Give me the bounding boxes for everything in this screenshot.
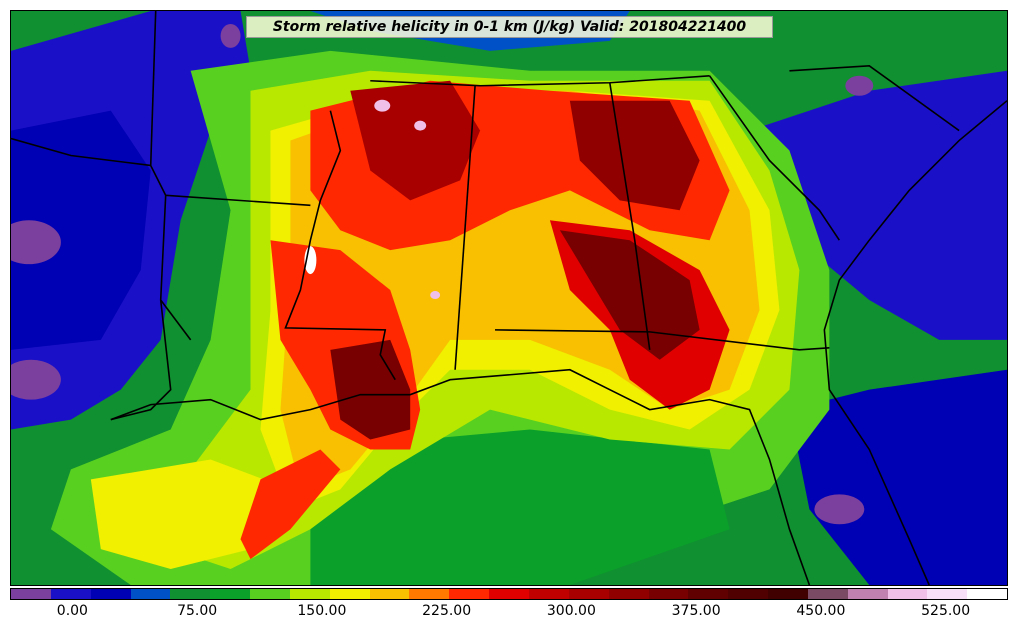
colorbar-segment: [369, 589, 410, 599]
colorbar-segment: [847, 589, 888, 599]
colorbar-segment: [927, 589, 968, 599]
mississippi-river: [284, 110, 396, 381]
red-sw-streak: [240, 449, 341, 560]
colorbar-segment: [250, 589, 290, 599]
west-blue-region-2: [11, 110, 151, 350]
colorbar-segment: [329, 589, 370, 599]
colorbar-segment: [528, 589, 569, 599]
colorbar-tick-label: 150.00: [297, 603, 347, 619]
mississippi-alabama-border: [454, 85, 476, 370]
purple-patch: [845, 75, 874, 96]
east-coast: [823, 100, 1007, 585]
purple-patch: [220, 23, 241, 48]
florida-panhandle-border: [495, 329, 830, 351]
darkred-ne: [569, 100, 700, 211]
alabama-georgia-border: [609, 82, 651, 350]
darkred-louisiana: [330, 339, 411, 440]
colorbar-tick-label: 300.00: [546, 603, 596, 619]
colorbar-segment: [568, 589, 609, 599]
colorbar-segment: [728, 589, 769, 599]
colorbar-segment: [489, 589, 529, 599]
peak-patch: [430, 291, 441, 299]
colorbar-tick-label: 525.00: [921, 603, 971, 619]
colorbar-segment: [768, 589, 808, 599]
colorbar-tick-label: 450.00: [796, 603, 846, 619]
colorbar-segment: [409, 589, 450, 599]
colorbar-segment: [210, 589, 251, 599]
colorbar-segment: [967, 589, 1008, 599]
gulf-coast: [110, 368, 811, 585]
arkansas-north-line: [165, 194, 311, 207]
yellow-sw-band: [90, 459, 291, 570]
east-blue-region: [749, 70, 1007, 340]
colorbar: [10, 588, 1008, 600]
carolina-border: [789, 64, 960, 132]
colorbar-segment: [11, 589, 51, 599]
darkred-e: [559, 230, 700, 360]
colorbar-segment: [130, 589, 171, 599]
purple-patch: [814, 494, 865, 525]
colorbar-ticks: 0.00 75.00 150.00 225.00 300.00 375.00 450.00 5…: [10, 600, 1008, 630]
colorbar-segment: [170, 589, 211, 599]
colorbar-tick-label: 375.00: [671, 603, 721, 619]
colorbar-segment: [90, 589, 131, 599]
colorbar-segment: [648, 589, 689, 599]
map-panel: [10, 10, 1008, 586]
colorbar-tick-label: 225.00: [422, 603, 472, 619]
east-blue-region-2: [789, 369, 1007, 585]
colorbar-segment: [50, 589, 91, 599]
louisiana-texas-border: [110, 299, 172, 421]
purple-patch: [11, 359, 61, 400]
colorbar-segment: [449, 589, 490, 599]
texas-oklahoma-border: [11, 11, 157, 167]
peak-patch: [414, 120, 427, 131]
helicity-map: [11, 11, 1007, 585]
arkansas-border: [150, 165, 192, 341]
tennessee-border: [370, 74, 710, 87]
colorbar-segment: [807, 589, 848, 599]
colorbar-tick-label: 0.00: [56, 603, 88, 619]
colorbar-segment: [608, 589, 649, 599]
purple-patch: [11, 220, 61, 265]
colorbar-segment: [688, 589, 729, 599]
colorbar-segment: [289, 589, 330, 599]
colorbar-tick-label: 75.00: [177, 603, 218, 619]
colorbar-segment: [887, 589, 928, 599]
green-gulf-band: [310, 429, 730, 585]
peak-patch: [374, 99, 391, 112]
boundary-lines: [11, 11, 1007, 585]
map-title: Storm relative helicity in 0-1 km (J/kg)…: [246, 16, 773, 38]
georgia-carolina-border: [708, 75, 841, 241]
